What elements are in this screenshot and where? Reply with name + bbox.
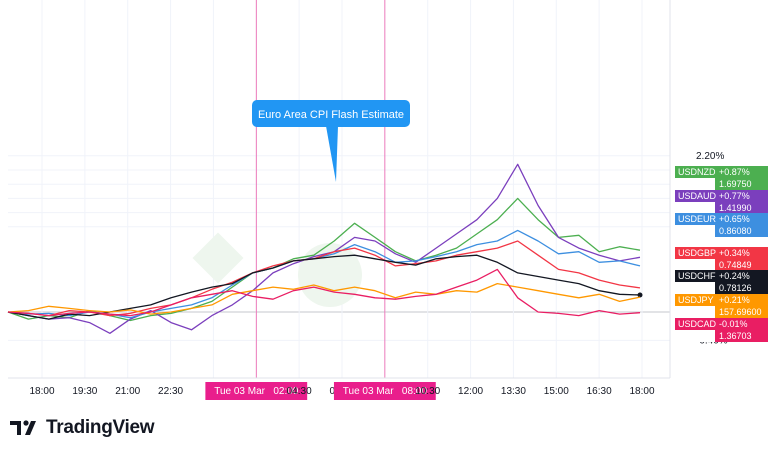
price-badge-usdcad: USDCAD -0.01% 1.36703 [675,318,768,342]
tradingview-logo-icon [10,420,36,435]
badge-spacer [675,225,715,237]
badge-change: +0.87% [719,167,750,177]
badge-symbol-bg [675,247,715,259]
series-line-usdjpy [7,282,641,315]
badge-symbol: USDCAD [678,319,717,329]
watermark [192,232,362,307]
badge-spacer [675,282,715,294]
badge-price: 1.69750 [719,179,752,189]
brand-name: TradingView [46,417,155,438]
badge-price: 1.36703 [719,331,752,341]
badge-value-bg [715,294,768,318]
x-tick-label: 18:00 [29,386,54,397]
badge-symbol: USDAUD [678,191,717,201]
x-tick-label: 22:30 [158,386,183,397]
x-tick-label: 10:30 [415,386,440,397]
annotation-box [252,100,410,127]
series-line-usdaud [7,163,641,334]
x-tick-label: 21:00 [115,386,140,397]
badge-spacer [675,259,715,271]
price-badge-usdaud: USDAUD +0.77% 1.41990 [675,190,768,214]
badge-change: -0.01% [719,319,748,329]
badge-price: 1.41990 [719,203,752,213]
badge-symbol: USDEUR [678,214,717,224]
badge-value-bg [715,213,768,237]
annotation-text: Euro Area CPI Flash Estimate [258,109,404,121]
badge-spacer [675,330,715,342]
badge-spacer [675,202,715,214]
x-tick-label: 19:30 [72,386,97,397]
badge-value-bg [715,190,768,214]
last-point-dot [637,292,643,298]
badge-symbol-bg [675,166,715,178]
badge-price: 0.86080 [719,226,752,236]
price-badge-usdgbp: USDGBP +0.34% 0.74849 [675,247,768,271]
annotation-pointer [326,126,338,182]
badge-symbol-bg [675,294,715,306]
badge-symbol-bg [675,213,715,225]
x-tick-label: 15:00 [544,386,569,397]
event-markers [255,0,386,378]
series-line-usdcad [7,268,641,317]
x-tick-label: 12:00 [458,386,483,397]
x-tick-label: 04:30 [287,386,312,397]
badge-symbol-bg [675,318,715,330]
badge-price: 157.69600 [719,307,762,317]
grid [8,0,671,378]
badge-change: +0.34% [719,248,750,258]
price-badge-usdchf: USDCHF +0.24% 0.78126 [675,270,768,294]
badge-change: +0.77% [719,191,750,201]
badge-price: 0.78126 [719,283,752,293]
badge-change: +0.21% [719,295,750,305]
badge-value-bg [715,166,768,190]
watermark-shape [192,232,244,284]
footer: TradingView [10,416,155,440]
event-time-badge [205,382,308,400]
badge-value-bg [715,270,768,294]
badge-price: 0.74849 [719,260,752,270]
series-line-usdgbp [7,240,641,317]
x-tick-label: 18:00 [629,386,654,397]
chart: Euro Area CPI Flash Estimate 2.20%2.00%1… [7,0,768,400]
price-badge-usdeur: USDEUR +0.65% 0.86080 [675,213,768,237]
series-lines [7,163,643,334]
y-tick-label: 2.20% [696,151,724,162]
x-tick-label: 16:30 [587,386,612,397]
badge-symbol-bg [675,270,715,282]
badge-value-bg [715,318,768,342]
x-tick-label: Tue 03 Mar 02:00 [214,386,299,397]
badge-symbol: USDNZD [678,167,716,177]
badge-spacer [675,306,715,318]
badge-change: +0.24% [719,271,750,281]
badge-value-bg [715,247,768,271]
badge-symbol: USDCHF [678,271,716,281]
x-tick-label: Tue 03 Mar 08:00 [343,386,428,397]
series-line-usdnzd [7,197,641,322]
badge-symbol: USDGBP [678,248,716,258]
badge-symbol: USDJPY [678,295,714,305]
event-time-badge [333,382,436,400]
price-badge-usdjpy: USDJPY +0.21% 157.69600 [675,294,768,318]
x-tick-label: 13:30 [501,386,526,397]
badge-change: +0.65% [719,214,750,224]
annotation-callout: Euro Area CPI Flash Estimate [252,100,410,182]
badge-spacer [675,178,715,190]
badge-symbol-bg [675,190,715,202]
price-badge-usdnzd: USDNZD +0.87% 1.69750 [675,166,768,190]
